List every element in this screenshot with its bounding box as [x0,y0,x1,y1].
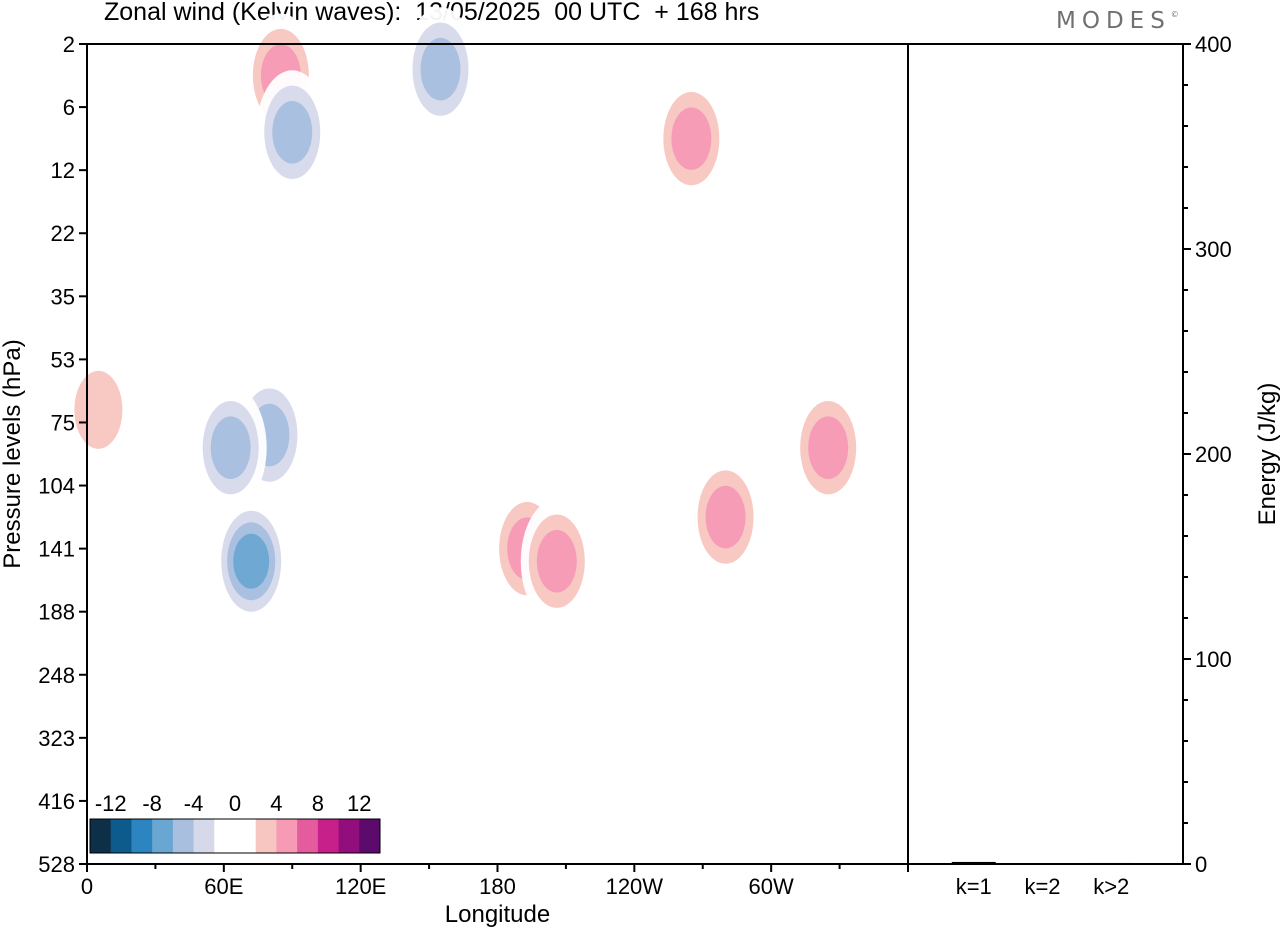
contour-field [62,7,865,624]
colorbar-swatch [193,819,215,853]
colorbar-label: -4 [184,791,204,816]
y-tick-label: 6 [63,95,75,120]
contour-level-6 [705,485,746,549]
contour-level-4 [74,370,123,449]
y-tick-label: 104 [38,474,75,499]
energy-category-label: k=1 [956,874,992,899]
contour-feature-4 [655,76,728,201]
energy-tick-label: 300 [1195,237,1232,262]
y-tick-label: 141 [38,537,75,562]
y-tick-label: 75 [51,410,75,435]
x-tick-label: 60W [749,874,794,899]
colorbar-swatch [172,819,195,853]
colorbar-swatch [235,819,257,853]
contour-level-6 [808,416,849,479]
x-tick-label: 180 [479,874,516,899]
contour-feature-10 [256,70,329,195]
contour-feature-2 [689,455,762,580]
colorbar-swatch [255,819,277,853]
copyright-mark: © [1170,10,1179,19]
x-tick-label: 0 [81,874,93,899]
brand-logo: MODES© [1056,8,1179,34]
contour-feature-7 [215,499,288,624]
colorbar-label: 0 [229,791,241,816]
contour-feature-3 [792,385,865,510]
y-tick-label: 22 [51,221,75,246]
energy-panel-frame [907,43,1184,865]
colorbar-swatch [359,819,381,853]
colorbar-swatch [131,819,153,853]
brand-text: MODES [1056,8,1171,34]
contour-feature-1 [520,499,593,624]
axes: 2 6 12 22 35 53 75 104 141 188 248 323 416 528 Pressur… [0,32,1280,928]
colorbar-swatch [297,819,319,853]
energy-bar-k=1 [951,861,996,864]
contour-feature-9 [194,385,267,510]
contour-level-6 [671,107,712,170]
colorbar-label: 12 [347,791,371,816]
y-tick-label: 53 [51,347,75,372]
y-tick-label: 248 [38,663,75,688]
colorbar-swatch [152,819,174,853]
y-axis-label: Pressure levels (hPa) [0,339,26,568]
y-tick-label: 2 [63,32,75,57]
energy-axis-label: Energy (J/kg) [1254,383,1280,526]
colorbar-swatch [276,819,298,853]
colorbar-swatch [317,819,340,853]
x-tick-label: 120E [335,874,386,899]
contour-level--6 [210,416,251,479]
contour-level--6 [420,37,461,101]
colorbar-label: -12 [95,791,127,816]
x-tick-label: 60E [204,874,243,899]
energy-tick-label: 400 [1195,32,1232,57]
energy-bar-k>2 [1089,862,1134,864]
x-axis-label: Longitude [445,901,550,928]
colorbar-label: 4 [270,791,282,816]
energy-tick-label: 200 [1195,442,1232,467]
energy-category-label: k=2 [1024,874,1060,899]
y-tick-label: 323 [38,726,75,751]
energy-tick-label: 0 [1195,852,1207,877]
colorbar-frame [89,818,381,854]
energy-bars: k=1 k=2 k>2 [951,861,1134,899]
y-tick-label: 35 [51,284,75,309]
energy-category-label: k>2 [1093,874,1129,899]
contour-level--6 [272,101,313,164]
y-tick-label: 12 [51,158,75,183]
y-tick-label: 528 [38,852,75,877]
contour-level--8 [233,533,270,589]
y-tick-label: 188 [38,600,75,625]
colorbar-swatch [214,819,236,853]
colorbar-swatch [338,819,360,853]
energy-bar-k=2 [1020,863,1065,864]
x-tick-label: 120W [606,874,664,899]
contour-feature-11 [404,7,477,132]
colorbar-swatch [110,819,132,853]
colorbar: -12 -8 -4 0 4 8 12 [89,791,381,854]
colorbar-label: -8 [142,791,162,816]
y-tick-label: 416 [38,789,75,814]
contour-level-6 [536,529,577,593]
colorbar-swatch [90,819,112,853]
colorbar-label: 8 [312,791,324,816]
energy-tick-label: 100 [1195,647,1232,672]
